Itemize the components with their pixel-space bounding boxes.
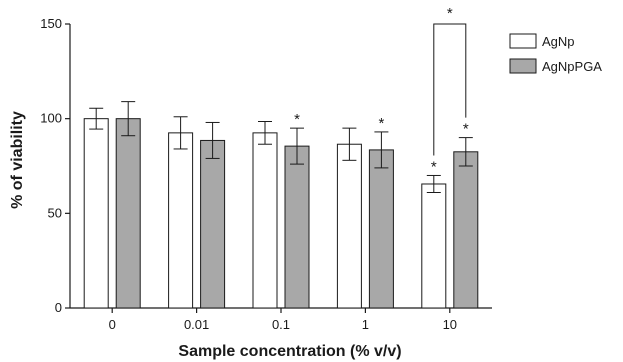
y-tick-label: 100 — [40, 111, 62, 126]
bar-agnppga — [453, 151, 479, 309]
bar-agnppga — [115, 118, 141, 309]
legend-swatch-agnppga — [509, 58, 537, 74]
x-tick-label: 0 — [109, 317, 116, 332]
legend-swatch-agnp — [509, 33, 537, 49]
x-tick-label: 0.1 — [272, 317, 290, 332]
comparison-star: * — [447, 5, 453, 22]
significance-star: * — [463, 121, 469, 138]
bar-agnp — [421, 183, 447, 309]
bar-agnp — [336, 143, 362, 309]
annotations: * * * * * — [294, 5, 469, 175]
x-tick-label: 0.01 — [184, 317, 209, 332]
bar-agnp — [83, 118, 109, 309]
x-tick-label: 1 — [362, 317, 369, 332]
significance-star: * — [294, 111, 300, 128]
bar-agnppga — [368, 149, 394, 309]
y-tick-label: 50 — [48, 205, 62, 220]
bar-agnppga — [284, 145, 310, 309]
comparison-bracket — [433, 23, 467, 156]
y-tick-label: 0 — [55, 300, 62, 315]
legend-label-agnppga: AgNpPGA — [542, 59, 602, 74]
bars — [83, 101, 479, 309]
bar-agnp — [252, 132, 278, 309]
y-axis-title: % of viability — [9, 111, 26, 209]
y-tick-label: 150 — [40, 16, 62, 31]
x-tick-label: 10 — [443, 317, 457, 332]
significance-star: * — [378, 115, 384, 132]
legend: AgNp AgNpPGA — [509, 33, 602, 74]
significance-star: * — [431, 158, 437, 175]
bar-agnppga — [200, 139, 226, 309]
bar-agnp — [168, 132, 194, 309]
legend-label-agnp: AgNp — [542, 34, 575, 49]
x-axis-title: Sample concentration (% v/v) — [178, 343, 401, 360]
